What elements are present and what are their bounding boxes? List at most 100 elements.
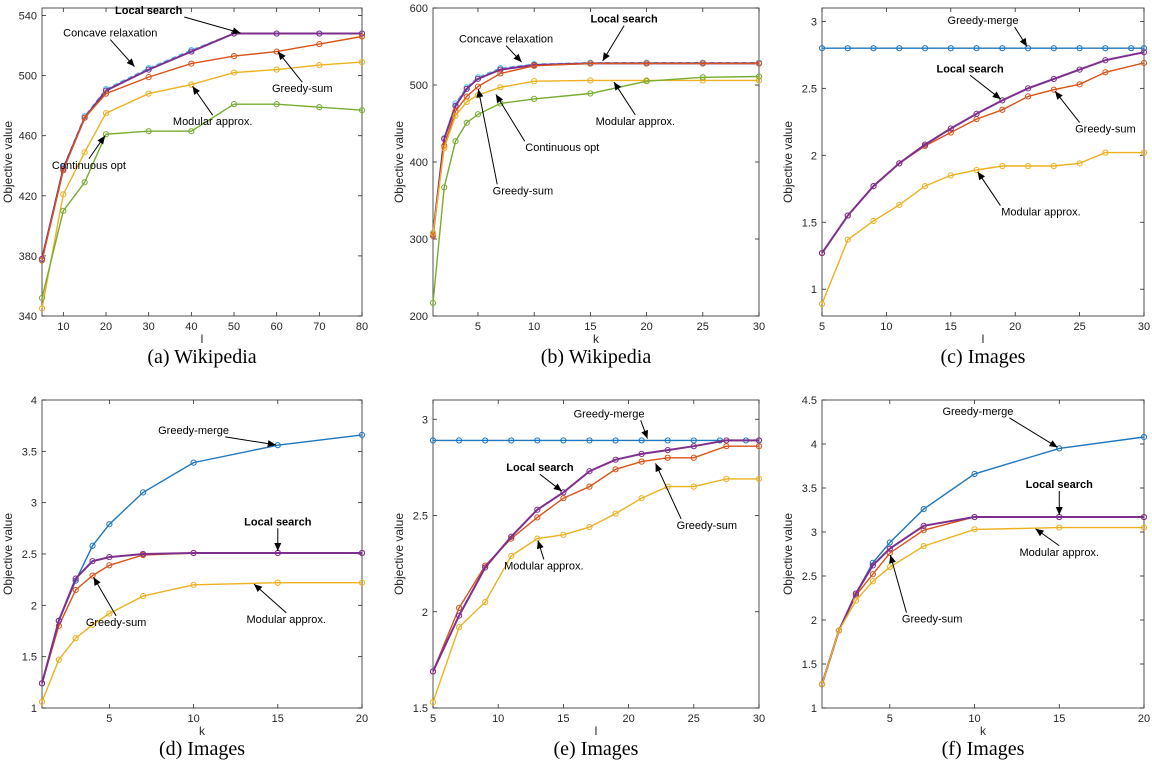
data-point-local-search xyxy=(1102,57,1109,64)
y-tick-label: 1 xyxy=(811,284,817,296)
series-line-modular-approx xyxy=(821,526,1144,685)
data-point-modular-approx xyxy=(441,145,448,152)
x-tick-label: 25 xyxy=(697,321,709,333)
series-line-continuous-opt xyxy=(432,75,760,303)
data-point-modular-approx xyxy=(72,635,79,642)
data-point-local-search xyxy=(106,553,113,561)
data-point-greedy-sum xyxy=(452,108,459,115)
y-axis-label: Objective value xyxy=(781,121,795,203)
data-point-greedy-merge xyxy=(818,45,826,52)
data-point-modular-approx xyxy=(55,656,62,663)
plot-area xyxy=(38,431,366,705)
data-point-modular-approx xyxy=(869,578,876,585)
data-point-modular-approx xyxy=(358,579,366,586)
x-tick-label: 70 xyxy=(313,321,325,333)
y-tick-label: 340 xyxy=(19,311,37,323)
data-point-greedy-merge xyxy=(896,45,903,52)
series-line-modular-approx xyxy=(432,478,759,703)
x-tick-label: 10 xyxy=(528,321,540,333)
data-point-greedy-sum xyxy=(920,527,927,534)
data-point-continuous-opt xyxy=(38,294,46,302)
y-tick-label: 540 xyxy=(19,11,37,23)
data-point-modular-approx xyxy=(920,542,927,550)
annotation-label: Greedy-sum xyxy=(1075,124,1136,136)
data-point-local-search xyxy=(896,160,903,167)
data-point-modular-approx xyxy=(835,627,843,634)
data-point-greedy-merge xyxy=(106,521,113,528)
y-tick-label: 4 xyxy=(31,395,37,407)
annotation-arrow xyxy=(477,89,498,185)
data-point-greedy-merge xyxy=(973,45,980,52)
data-point-modular-approx xyxy=(844,236,851,243)
annotation-label: Concave relaxation xyxy=(459,34,553,46)
y-axis-label: Objective value xyxy=(781,513,795,595)
annotation-arrow xyxy=(1009,417,1058,448)
y-tick-label: 2 xyxy=(811,150,817,162)
annotation-label: Greedy-sum xyxy=(272,83,333,95)
annotation-label: Local search xyxy=(590,14,658,26)
y-tick-label: 2.5 xyxy=(802,83,817,95)
data-point-modular-approx xyxy=(230,69,238,76)
data-point-local-search xyxy=(852,590,859,597)
x-tick-label: 25 xyxy=(688,713,700,725)
x-tick-label: 5 xyxy=(475,321,481,333)
data-point-modular-approx xyxy=(1102,149,1109,156)
annotation-arrowhead xyxy=(536,540,544,550)
data-point-greedy-merge xyxy=(1024,45,1032,52)
y-tick-label: 2 xyxy=(811,615,817,627)
data-point-greedy-sum xyxy=(60,167,67,174)
annotation-arrowhead xyxy=(274,542,282,551)
annotation-arrowhead xyxy=(613,82,622,91)
data-point-continuous-opt xyxy=(273,101,280,108)
y-tick-label: 1.5 xyxy=(413,703,428,715)
data-point-greedy-sum xyxy=(560,495,567,502)
data-point-greedy-sum xyxy=(230,52,238,60)
y-tick-label: 3 xyxy=(422,414,428,426)
data-point-local-search xyxy=(818,249,826,257)
data-point-greedy-sum xyxy=(531,62,538,69)
plot-area xyxy=(818,433,1148,688)
data-point-greedy-sum xyxy=(81,114,88,121)
y-tick-label: 3.5 xyxy=(802,483,817,495)
data-point-local-search xyxy=(971,513,978,521)
data-point-greedy-merge xyxy=(1128,45,1135,52)
data-point-modular-approx xyxy=(1056,524,1063,531)
x-tick-label: 20 xyxy=(640,321,652,333)
series-line-local-search xyxy=(821,516,1144,685)
data-point-modular-approx xyxy=(274,579,281,586)
data-point-greedy-sum xyxy=(755,60,763,67)
annotation-label: Greedy-merge xyxy=(942,406,1013,418)
y-axis-label: Objective value xyxy=(392,121,406,203)
x-tick-label: 10 xyxy=(880,321,892,333)
annotation-label: Modular approx. xyxy=(173,116,253,128)
caption-d: (d) Images xyxy=(158,738,246,760)
y-tick-label: 3 xyxy=(31,498,37,510)
y-tick-label: 2 xyxy=(422,607,428,619)
data-point-greedy-merge xyxy=(534,437,541,444)
data-point-greedy-sum xyxy=(886,550,893,557)
data-point-modular-approx xyxy=(755,77,763,84)
x-axis-label: k xyxy=(593,332,600,346)
data-point-local-search xyxy=(190,549,197,557)
data-point-greedy-sum xyxy=(1102,69,1109,76)
data-point-continuous-opt xyxy=(60,207,67,214)
data-point-modular-approx xyxy=(60,191,67,198)
annotation-label: Local search xyxy=(506,462,574,474)
data-point-greedy-sum xyxy=(474,83,482,90)
axes-box xyxy=(432,7,760,317)
data-point-modular-approx xyxy=(455,624,463,631)
x-tick-label: 40 xyxy=(185,321,197,333)
data-point-modular-approx xyxy=(1050,162,1057,170)
x-tick-label: 5 xyxy=(819,321,825,333)
annotation-arrowhead xyxy=(97,135,105,145)
data-point-greedy-sum xyxy=(72,586,79,594)
data-point-greedy-sum xyxy=(643,60,650,67)
chart-c: 5 10 15 20 25 30 1 1.5 2 2.5 3 l Objective value Gree… xyxy=(781,7,1150,346)
y-axis-label: Objective value xyxy=(1,513,15,595)
data-point-greedy-sum xyxy=(455,604,463,612)
y-tick-label: 1.5 xyxy=(22,652,37,664)
series-line-continuous-opt xyxy=(41,103,363,299)
data-point-greedy-merge xyxy=(1140,45,1148,52)
data-point-greedy-sum xyxy=(1024,93,1032,100)
data-point-greedy-merge xyxy=(1076,45,1083,52)
